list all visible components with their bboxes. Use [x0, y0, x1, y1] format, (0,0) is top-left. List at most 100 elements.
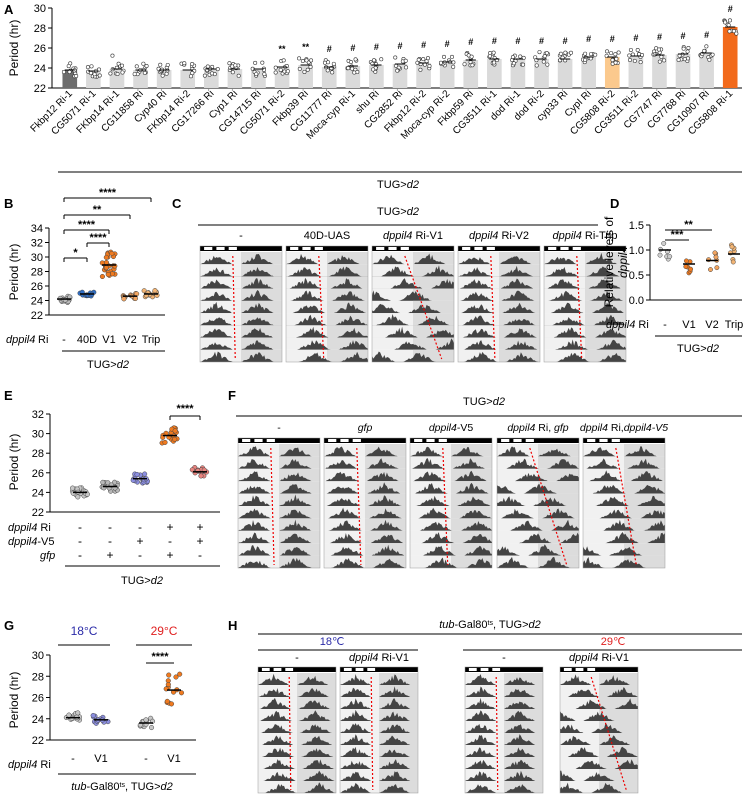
activity-trace: [465, 759, 543, 769]
activity-trace: [340, 723, 418, 733]
row-value: +: [166, 520, 173, 534]
data-point: [688, 266, 694, 272]
activity-trace: [560, 770, 638, 781]
activity-trace: [497, 496, 579, 506]
data-point: [108, 71, 113, 76]
significance-mark: #: [657, 32, 662, 42]
light-dark-bar: [497, 438, 579, 443]
data-point: [558, 51, 563, 56]
light-bar-segment: [426, 439, 435, 442]
data-point: [628, 47, 633, 52]
activity-trace: [286, 253, 368, 265]
activity-trace: [497, 458, 579, 469]
row-label: dppil4 Ri: [8, 522, 51, 534]
actogram: [237, 437, 321, 569]
data-point: [148, 724, 155, 731]
data-point: [115, 71, 120, 76]
data-point: [205, 64, 210, 69]
data-point: [61, 69, 66, 74]
data-point: [730, 259, 736, 265]
panel-d-group-label: TUG>d2: [677, 343, 719, 355]
data-point: [168, 701, 175, 707]
actogram: [199, 245, 283, 363]
activity-trace: [465, 747, 543, 757]
data-point: [230, 70, 235, 75]
actogram-frame: [257, 666, 337, 794]
activity-trace: [544, 302, 626, 314]
data-point: [704, 44, 709, 49]
data-point: [563, 50, 568, 55]
data-point: [120, 70, 125, 75]
data-point: [714, 265, 720, 271]
category-label: 40D: [77, 334, 97, 346]
bar: [463, 60, 479, 88]
activity-trace: [544, 266, 626, 277]
data-point: [568, 50, 573, 55]
panel-b-group-label: TUG>d2: [87, 359, 129, 371]
data-point: [210, 71, 215, 76]
data-point: [348, 60, 353, 65]
activity-trace: [238, 494, 320, 506]
light-bar-segment: [462, 247, 471, 250]
data-point: [707, 57, 712, 62]
light-bar-segment: [486, 247, 495, 250]
data-point: [710, 52, 715, 57]
light-bar-segment: [474, 247, 483, 250]
activity-trace: [583, 557, 665, 568]
activity-trace: [410, 507, 492, 519]
data-point: [605, 49, 610, 54]
activity-trace: [286, 351, 368, 362]
actogram-dark-phase: [599, 709, 638, 721]
activity-trace: [238, 545, 320, 556]
data-point: [262, 72, 267, 77]
light-bar-segment: [572, 247, 581, 250]
data-point: [236, 73, 241, 78]
period-fit-line: [529, 447, 568, 566]
data-point: [657, 59, 662, 64]
data-point: [667, 254, 673, 259]
panel-a-tick-label: 30: [34, 3, 46, 15]
panel-g-tick-label: 26: [32, 693, 44, 705]
data-point: [141, 61, 146, 66]
period-fit-line: [370, 676, 374, 791]
data-point: [403, 58, 408, 63]
row-value: -: [78, 534, 82, 548]
data-point: [353, 57, 358, 62]
data-point: [708, 267, 713, 273]
actogram-frame: [457, 245, 541, 363]
bar: [227, 69, 243, 88]
light-bar-segment: [575, 668, 584, 671]
actogram: [543, 245, 627, 363]
data-point: [75, 710, 81, 716]
data-point: [152, 288, 158, 294]
data-point: [105, 271, 111, 278]
period-fit-line: [288, 676, 292, 791]
data-point: [132, 72, 137, 77]
activity-trace: [583, 546, 665, 556]
actogram: [457, 245, 541, 363]
light-dark-bar: [324, 438, 406, 443]
data-point: [164, 698, 170, 704]
data-point: [300, 59, 305, 64]
data-point: [166, 672, 172, 678]
activity-trace: [324, 519, 406, 531]
actogram: [339, 666, 419, 794]
light-bar-segment: [285, 668, 294, 671]
period-fit-line: [495, 676, 499, 791]
activity-trace: [458, 290, 540, 301]
activity-trace: [465, 734, 543, 745]
data-point: [510, 55, 515, 60]
category-label: Trip: [725, 319, 744, 331]
data-point: [469, 54, 474, 59]
light-bar-segment: [290, 247, 299, 250]
row-value: -: [108, 534, 112, 548]
data-point: [70, 485, 76, 491]
data-point: [614, 56, 619, 61]
temp-label-29: 29℃: [601, 636, 626, 648]
activity-trace: [583, 458, 665, 469]
light-bar-segment: [400, 247, 409, 250]
activity-trace: [258, 697, 336, 709]
activity-trace: [465, 697, 543, 709]
actogram-header: -: [239, 230, 243, 242]
